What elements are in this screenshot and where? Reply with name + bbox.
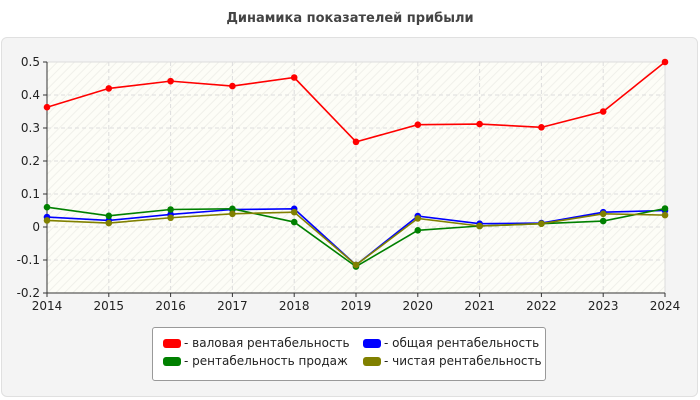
x-tick-label: 2023: [588, 299, 619, 313]
y-tick-label: 0.3: [21, 121, 40, 135]
legend-item-net: - чистая рентабельность: [363, 354, 542, 368]
data-point: [414, 215, 422, 222]
data-point: [229, 210, 236, 218]
data-point: [290, 218, 298, 226]
chart-title: Динамика показателей прибыли: [226, 11, 474, 26]
x-tick-label: 2022: [526, 299, 557, 313]
x-tick-label: 2017: [217, 299, 248, 313]
data-point: [290, 208, 298, 216]
data-point: [43, 203, 51, 211]
data-point: [661, 211, 669, 219]
data-point: [476, 222, 483, 230]
legend-item-total: - общая рентабельность: [363, 336, 539, 350]
legend-swatch: [163, 338, 181, 348]
y-tick-label: 0: [32, 220, 40, 234]
legend-label: - валовая рентабельность: [184, 336, 350, 350]
data-point: [105, 85, 113, 92]
legend-item-sales: - рентабельность продаж: [163, 354, 348, 368]
y-tick-label: 0.1: [21, 187, 40, 201]
data-point: [599, 217, 607, 225]
y-tick-label: 0.5: [21, 55, 40, 69]
legend-label: - рентабельность продаж: [184, 354, 348, 368]
data-point: [414, 227, 422, 234]
legend-swatch: [163, 356, 181, 366]
data-point: [414, 121, 422, 128]
x-tick-label: 2019: [341, 299, 372, 313]
legend: - валовая рентабельность - общая рентабе…: [152, 327, 546, 381]
legend-label: - общая рентабельность: [384, 336, 540, 350]
data-point: [661, 58, 669, 66]
data-point: [538, 124, 545, 131]
x-tick-label: 2015: [94, 299, 125, 313]
data-point: [167, 206, 174, 213]
legend-item-gross: - валовая рентабельность: [163, 336, 350, 350]
data-point: [167, 77, 174, 85]
data-point: [290, 74, 298, 81]
data-point: [43, 103, 51, 111]
data-point: [599, 108, 607, 115]
data-point: [105, 219, 113, 227]
x-tick-label: 2014: [32, 299, 63, 313]
data-point: [43, 217, 51, 224]
data-point: [476, 120, 483, 128]
x-tick-label: 2024: [650, 299, 681, 313]
y-tick-label: -0.2: [17, 286, 40, 300]
x-tick-label: 2016: [155, 299, 186, 313]
x-tick-label: 2018: [279, 299, 310, 313]
y-tick-label: 0.2: [21, 154, 40, 168]
data-point: [352, 138, 360, 146]
data-point: [105, 212, 113, 220]
x-tick-label: 2021: [464, 299, 495, 313]
legend-label: - чистая рентабельность: [384, 354, 542, 368]
data-point: [229, 82, 236, 90]
data-point: [599, 210, 607, 218]
legend-swatch: [363, 338, 381, 348]
x-tick-label: 2020: [403, 299, 434, 313]
data-point: [229, 205, 236, 213]
data-point: [538, 220, 545, 227]
y-tick-label: -0.1: [17, 253, 40, 267]
data-point: [167, 214, 174, 222]
data-point: [661, 205, 669, 212]
data-point: [352, 261, 360, 269]
y-tick-label: 0.4: [21, 88, 40, 102]
legend-swatch: [363, 356, 381, 366]
